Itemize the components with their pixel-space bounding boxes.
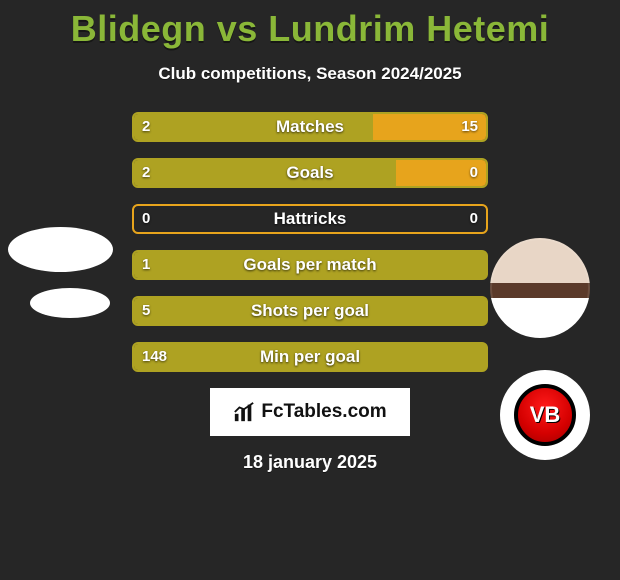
value-left: 148	[142, 342, 167, 372]
stat-row: 00Hattricks	[132, 204, 488, 234]
stat-row: 20Goals	[132, 158, 488, 188]
value-left: 2	[142, 158, 150, 188]
stat-row: 5Shots per goal	[132, 296, 488, 326]
value-right: 15	[461, 112, 478, 142]
value-right: 0	[470, 158, 478, 188]
bar-left	[134, 344, 486, 370]
player1-club-badge	[30, 288, 110, 318]
page-title: Blidegn vs Lundrim Hetemi	[0, 0, 620, 50]
stat-row: 1Goals per match	[132, 250, 488, 280]
value-left: 2	[142, 112, 150, 142]
value-left: 5	[142, 296, 150, 326]
vb-logo: VB	[514, 384, 576, 446]
player1-avatar	[8, 227, 113, 272]
bar-left	[134, 298, 486, 324]
value-right: 0	[470, 204, 478, 234]
stat-row: 148Min per goal	[132, 342, 488, 372]
bar-track	[132, 204, 488, 234]
value-left: 1	[142, 250, 150, 280]
subtitle: Club competitions, Season 2024/2025	[0, 64, 620, 84]
player2-avatar	[490, 238, 590, 338]
bar-left	[134, 114, 373, 140]
value-left: 0	[142, 204, 150, 234]
player2-club-badge: VB	[500, 370, 590, 460]
chart-icon	[233, 401, 255, 423]
branding-label: FcTables.com	[261, 401, 386, 423]
stat-row: 215Matches	[132, 112, 488, 142]
bar-left	[134, 160, 396, 186]
fctables-branding: FcTables.com	[210, 388, 410, 436]
comparison-chart: VB 215Matches20Goals00Hattricks1Goals pe…	[0, 112, 620, 372]
bar-left	[134, 252, 486, 278]
